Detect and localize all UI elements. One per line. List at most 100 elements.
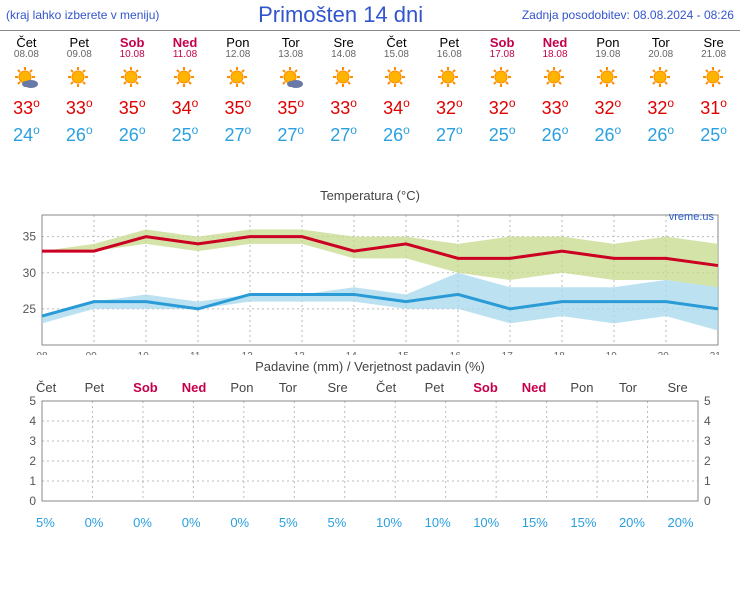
temp-high: 31o [687, 94, 740, 121]
svg-text:17..: 17.. [502, 351, 519, 355]
temp-low: 26o [581, 121, 634, 154]
forecast-day-headers: Čet08.08Pet09.08Sob10.08Ned11.08Pon12.08… [0, 30, 740, 62]
precip-probability-row: 5%0%0%0%0%5%5%10%10%10%15%15%20%20% [4, 515, 736, 530]
precip-day-label: Tor [279, 380, 328, 395]
temp-low: 26o [370, 121, 423, 154]
precip-probability: 10% [376, 515, 425, 530]
precip-chart-title: Padavine (mm) / Verjetnost padavin (%) [4, 359, 736, 374]
day-name: Pon [581, 35, 634, 50]
svg-text:15..: 15.. [398, 351, 415, 355]
day-header: Sob17.08 [476, 31, 529, 62]
weather-icon [634, 62, 687, 94]
weather-icon [529, 62, 582, 94]
svg-text:19..: 19.. [606, 351, 623, 355]
day-date: 08.08 [0, 49, 53, 60]
svg-text:3: 3 [704, 434, 711, 448]
day-date: 09.08 [53, 49, 106, 60]
temp-low: 26o [634, 121, 687, 154]
temp-low: 25o [476, 121, 529, 154]
day-name: Čet [370, 35, 423, 50]
menu-note: (kraj lahko izberete v meniju) [6, 8, 159, 22]
temp-low: 27o [211, 121, 264, 154]
svg-text:.08.: .08. [34, 351, 51, 355]
day-name: Sob [106, 35, 159, 50]
precip-day-label: Pet [425, 380, 474, 395]
precip-day-label: Sob [133, 380, 182, 395]
precip-probability: 10% [473, 515, 522, 530]
day-name: Pet [53, 35, 106, 50]
watermark: vreme.us [669, 211, 714, 223]
precip-probability: 0% [133, 515, 182, 530]
temp-low: 25o [687, 121, 740, 154]
temp-low: 24o [0, 121, 53, 154]
temp-low: 27o [264, 121, 317, 154]
day-header: Sob10.08 [106, 31, 159, 62]
temp-low: 26o [529, 121, 582, 154]
svg-text:21..: 21.. [710, 351, 727, 355]
forecast-icons-row [0, 62, 740, 94]
precip-day-label: Ned [522, 380, 571, 395]
day-date: 11.08 [159, 49, 212, 60]
svg-text:35: 35 [23, 230, 37, 244]
svg-text:5: 5 [704, 395, 711, 408]
precip-day-label: Sre [327, 380, 376, 395]
precip-day-label: Sre [668, 380, 717, 395]
day-header: Sre21.08 [687, 31, 740, 62]
day-name: Sre [687, 35, 740, 50]
temp-high: 34o [159, 94, 212, 121]
precip-probability: 0% [85, 515, 134, 530]
temp-high: 32o [634, 94, 687, 121]
svg-text:20..: 20.. [658, 351, 675, 355]
svg-text:30: 30 [23, 266, 37, 280]
svg-text:0: 0 [29, 494, 36, 508]
weather-icon [53, 62, 106, 94]
temp-high: 35o [106, 94, 159, 121]
day-header: Tor20.08 [634, 31, 687, 62]
temp-high: 33o [529, 94, 582, 121]
day-header: Tor13.08 [264, 31, 317, 62]
precip-chart: 001122334455 [4, 395, 736, 515]
precip-day-label: Pon [570, 380, 619, 395]
precip-day-label: Sob [473, 380, 522, 395]
day-date: 21.08 [687, 49, 740, 60]
svg-text:3: 3 [29, 434, 36, 448]
svg-text:4: 4 [29, 414, 36, 428]
svg-text:4: 4 [704, 414, 711, 428]
temp-high: 32o [476, 94, 529, 121]
day-name: Tor [264, 35, 317, 50]
temp-low: 26o [53, 121, 106, 154]
weather-icon [370, 62, 423, 94]
weather-icon [423, 62, 476, 94]
forecast-high-row: 33o33o35o34o35o35o33o34o32o32o33o32o32o3… [0, 94, 740, 121]
svg-text:18..: 18.. [554, 351, 571, 355]
precip-probability: 0% [182, 515, 231, 530]
temp-chart: 253035.08.09..10..11..12..13..14..15..16… [4, 205, 736, 355]
day-date: 12.08 [211, 49, 264, 60]
day-name: Čet [0, 35, 53, 50]
day-header: Ned11.08 [159, 31, 212, 62]
day-name: Tor [634, 35, 687, 50]
temp-high: 35o [264, 94, 317, 121]
temp-low: 26o [106, 121, 159, 154]
weather-icon [0, 62, 53, 94]
day-name: Sre [317, 35, 370, 50]
precip-probability: 5% [327, 515, 376, 530]
day-header: Pet16.08 [423, 31, 476, 62]
day-date: 10.08 [106, 49, 159, 60]
precip-probability: 20% [668, 515, 717, 530]
day-date: 15.08 [370, 49, 423, 60]
day-header: Ned18.08 [529, 31, 582, 62]
svg-text:25: 25 [23, 302, 37, 316]
precip-day-label: Pon [230, 380, 279, 395]
day-header: Sre14.08 [317, 31, 370, 62]
day-date: 13.08 [264, 49, 317, 60]
precip-probability: 5% [279, 515, 328, 530]
svg-text:14..: 14.. [346, 351, 363, 355]
precip-probability: 20% [619, 515, 668, 530]
svg-text:0: 0 [704, 494, 711, 508]
svg-text:5: 5 [29, 395, 36, 408]
forecast-low-row: 24o26o26o25o27o27o27o26o27o25o26o26o26o2… [0, 121, 740, 154]
weather-icon [687, 62, 740, 94]
day-header: Pon12.08 [211, 31, 264, 62]
weather-icon [264, 62, 317, 94]
